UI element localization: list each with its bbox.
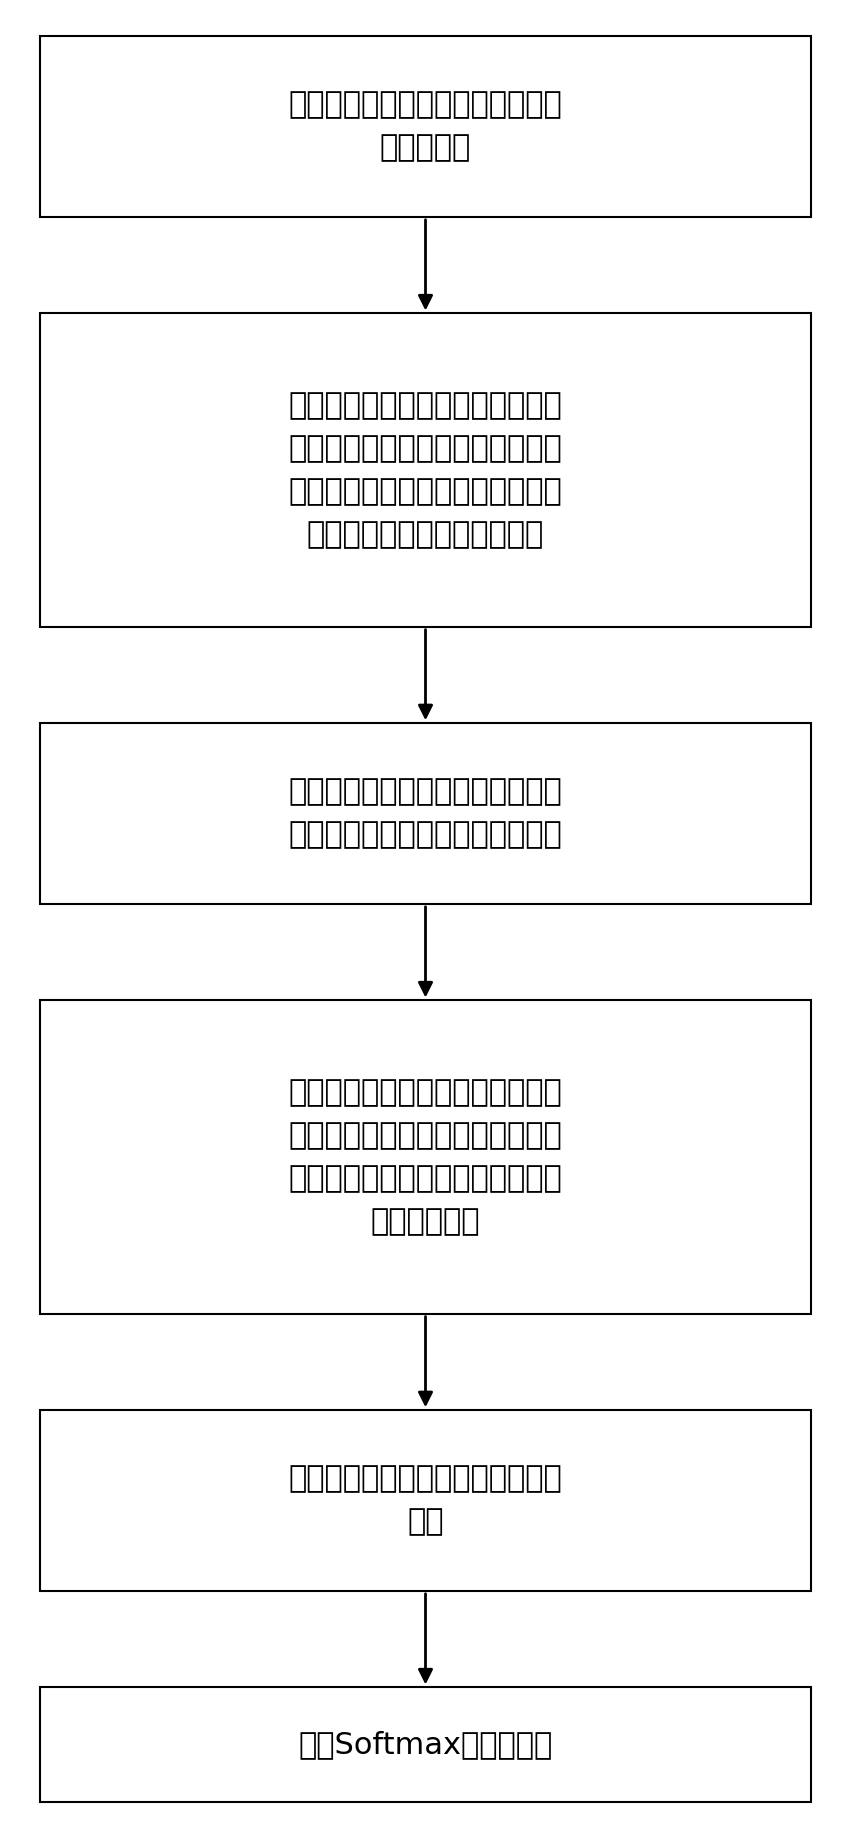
Bar	[40, 1687, 811, 1801]
Text: 输入一段序列，将其划分为多个等
长的子序列: 输入一段序列，将其划分为多个等 长的子序列	[288, 90, 563, 162]
Bar	[40, 37, 811, 217]
Bar	[40, 312, 811, 627]
Text: 采用Softmax层进行分类: 采用Softmax层进行分类	[299, 1730, 552, 1759]
Text: 将所有金字塔塔顶的聚合状态通过
跳跃连接迭代地聚合到最后的输出: 将所有金字塔塔顶的聚合状态通过 跳跃连接迭代地聚合到最后的输出	[288, 777, 563, 849]
Bar	[40, 722, 811, 904]
Bar	[40, 1410, 811, 1592]
Bar	[40, 1000, 811, 1314]
Text: 按照子序列顺序构建多个金字塔结
构，产生隐藏状态和层次化聚合状
态，每个金字塔塔顶的聚合状态作
为下一个子金字塔塔底的输入: 按照子序列顺序构建多个金字塔结 构，产生隐藏状态和层次化聚合状 态，每个金字塔塔…	[288, 391, 563, 550]
Text: 利用低层所有金字塔产生的不同尺
度的聚合状态序列作为高层的输入
来构造多层的循环神经网络，产生
每一层的输出: 利用低层所有金字塔产生的不同尺 度的聚合状态序列作为高层的输入 来构造多层的循环…	[288, 1079, 563, 1235]
Text: 聚合每一层的输出得到多尺度融合
特征: 聚合每一层的输出得到多尺度融合 特征	[288, 1465, 563, 1537]
